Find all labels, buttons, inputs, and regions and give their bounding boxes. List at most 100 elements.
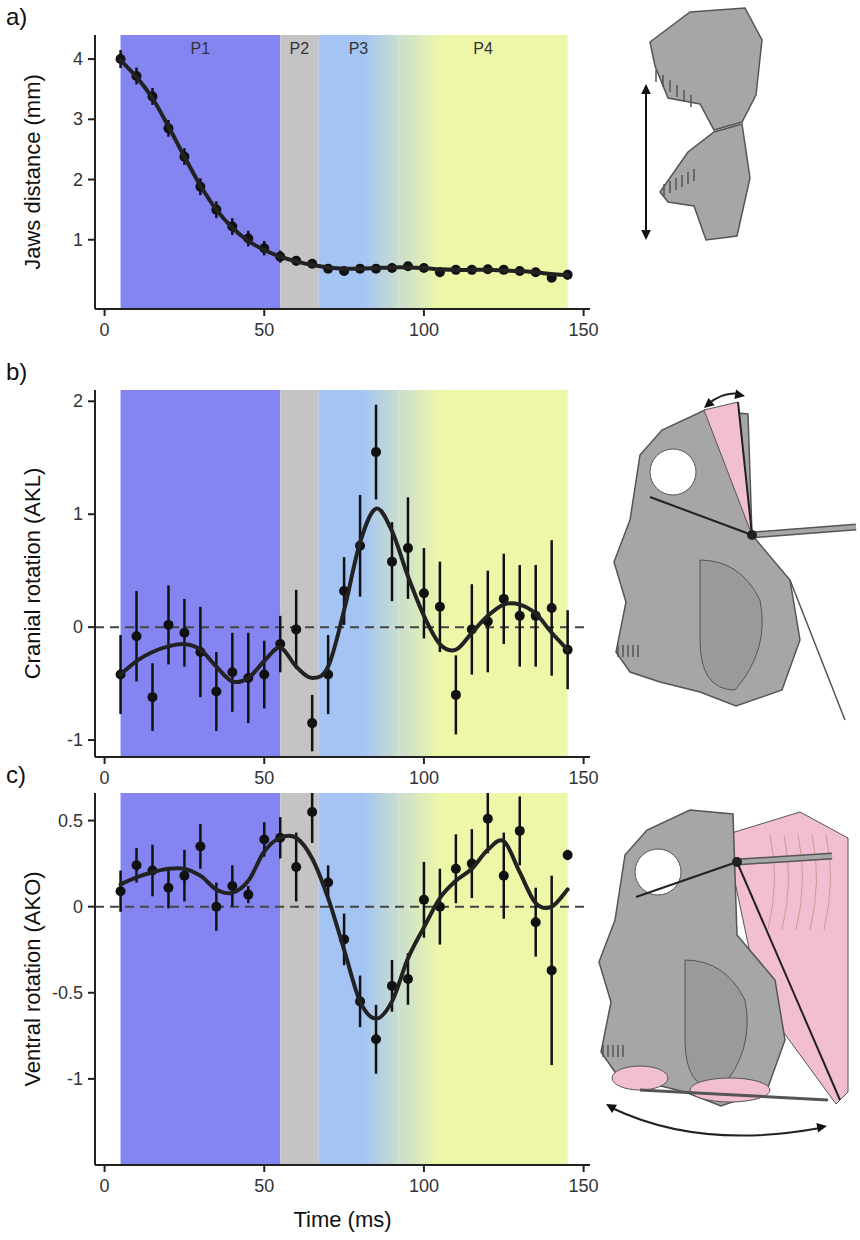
y-axis-title: Ventral rotation (AKO) <box>20 871 45 1086</box>
muscle-fiber <box>810 835 817 930</box>
y-tick-label: 0 <box>73 897 83 917</box>
head <box>614 410 800 706</box>
tooth <box>669 80 671 92</box>
y-tick-label: 0.5 <box>58 811 83 831</box>
x-tick <box>104 1165 106 1172</box>
angle-line <box>650 497 752 535</box>
rotation-arrow <box>612 1108 820 1136</box>
y-tick <box>88 820 95 822</box>
x-tick-label: 50 <box>254 768 274 788</box>
jaw-schematic <box>641 8 762 240</box>
arrow-head <box>704 398 715 408</box>
vertebral-column <box>752 527 856 535</box>
operculum <box>685 960 747 1090</box>
data-point <box>211 687 221 697</box>
tooth <box>681 175 683 187</box>
x-tick-label: 0 <box>100 320 110 340</box>
phase-band <box>280 390 318 757</box>
angle-line <box>636 862 737 897</box>
x-tick <box>583 757 585 764</box>
y-tick-label: -0.5 <box>52 983 83 1003</box>
eye <box>650 449 696 495</box>
x-tick <box>263 309 265 316</box>
arrow <box>645 92 647 232</box>
data-point <box>451 864 461 874</box>
data-point <box>451 690 461 700</box>
phase-label: P2 <box>290 40 310 57</box>
data-point <box>531 917 541 927</box>
data-point <box>307 807 317 817</box>
data-point <box>403 543 413 553</box>
tooth <box>669 181 671 193</box>
data-point <box>419 588 429 598</box>
joint <box>747 530 757 540</box>
y-tick <box>88 118 95 120</box>
arrow-head <box>606 1104 617 1113</box>
muscle-fiber <box>782 835 789 930</box>
tooth <box>675 178 677 190</box>
x-tick-label: 100 <box>409 320 439 340</box>
muscle-fiber <box>824 835 831 930</box>
x-tick <box>104 757 106 764</box>
y-tick <box>88 179 95 181</box>
y-tick-label: 0 <box>73 617 83 637</box>
plot-area <box>116 35 573 309</box>
fit-line <box>121 60 568 275</box>
x-tick-label: 150 <box>569 1176 599 1196</box>
head-schematic <box>599 810 785 1106</box>
x-tick <box>423 309 425 316</box>
arrow-head <box>641 230 651 240</box>
y-axis-title: Cranial rotation (AKL) <box>20 468 45 680</box>
y-axis <box>94 390 96 757</box>
data-point <box>195 841 205 851</box>
x-axis-title: Time (ms) <box>293 1207 391 1232</box>
error-bar <box>311 793 314 843</box>
data-point <box>547 965 557 975</box>
tooth <box>622 1045 624 1057</box>
figure: P1P2P3P41234050100150Jaws distance (mm)a… <box>0 0 860 1240</box>
data-point <box>515 826 525 836</box>
fin-spine <box>790 580 845 720</box>
y-tick <box>88 626 95 628</box>
tooth <box>622 645 624 657</box>
vertebral-column <box>737 856 832 862</box>
tooth <box>627 645 629 657</box>
phase-band <box>319 390 399 757</box>
phase-band <box>280 35 318 309</box>
phase-band <box>121 390 281 757</box>
hyoid <box>640 1090 828 1100</box>
arrow-head <box>641 84 651 94</box>
head <box>599 810 785 1106</box>
data-point <box>547 603 557 613</box>
y-tick-label: 4 <box>73 49 83 69</box>
fit-line <box>121 508 568 682</box>
ventral-schematic <box>599 810 848 1136</box>
y-tick <box>88 739 95 741</box>
phase-band <box>398 793 567 1165</box>
data-point <box>211 902 221 912</box>
data-point <box>371 447 381 457</box>
plot-area <box>95 390 590 757</box>
x-tick-label: 150 <box>569 320 599 340</box>
data-point <box>163 883 173 893</box>
phase-label: P4 <box>473 40 493 57</box>
data-point <box>371 1034 381 1044</box>
data-point <box>179 628 189 638</box>
y-tick <box>88 513 95 515</box>
eye <box>635 849 681 895</box>
x-tick-label: 50 <box>254 320 274 340</box>
tooth <box>602 1045 604 1057</box>
y-axis-title: Jaws distance (mm) <box>20 74 45 270</box>
epaxial-muscle <box>704 402 752 535</box>
data-point <box>243 890 253 900</box>
data-point <box>499 871 509 881</box>
y-tick-label: 3 <box>73 109 83 129</box>
data-point <box>179 871 189 881</box>
arrow-head <box>816 1123 827 1132</box>
x-tick <box>423 757 425 764</box>
panel-label: a) <box>6 3 27 30</box>
x-tick-label: 0 <box>100 768 110 788</box>
x-axis <box>95 756 590 758</box>
x-axis <box>95 1164 590 1166</box>
data-point <box>515 611 525 621</box>
